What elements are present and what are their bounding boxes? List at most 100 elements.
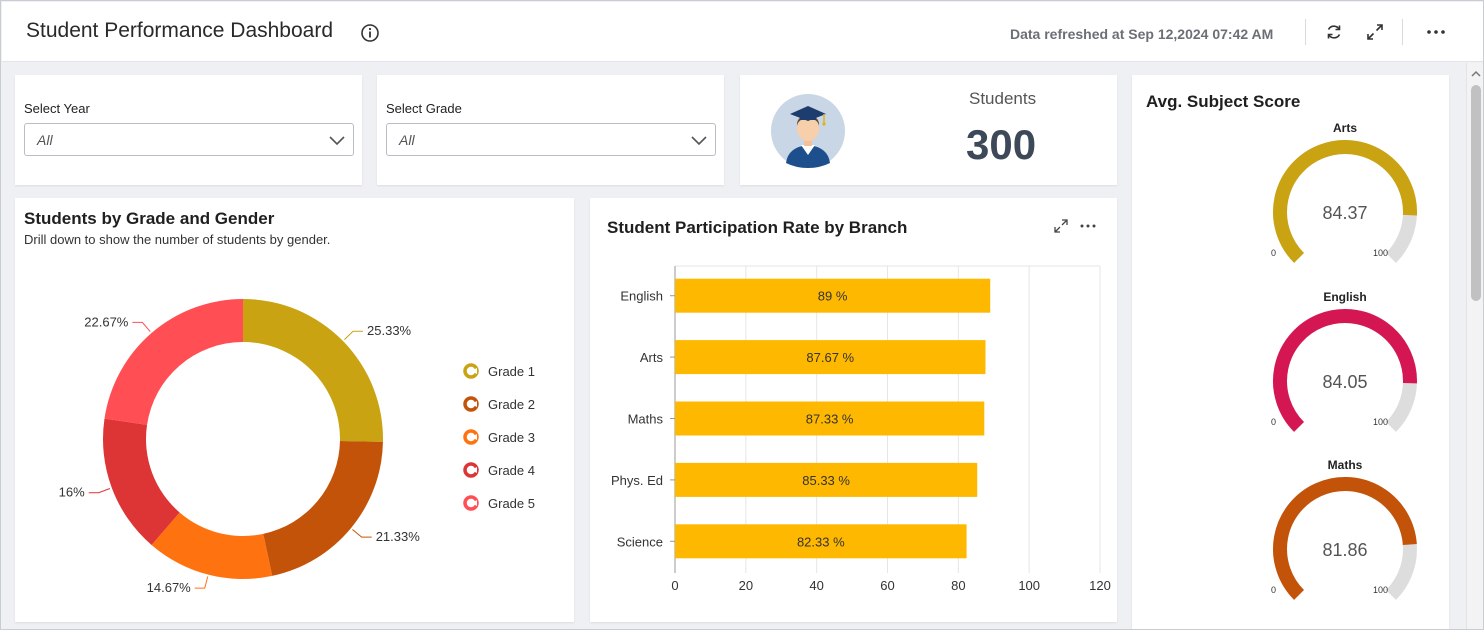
donut-chart[interactable]: 25.33% 21.33% 14.67% 16% 22.67% Grade 1 Grade … [15,198,574,622]
header-divider [1402,19,1403,45]
legend-item-grade-3[interactable]: Grade 3 [463,429,535,445]
y-tick-label: English [620,289,663,304]
gauge-max-label: 100 [1373,417,1388,427]
donut-slice-3[interactable] [151,512,273,579]
info-icon[interactable] [360,23,380,43]
bar-data-label: 89 % [818,289,848,304]
grade-filter-label: Select Grade [386,101,462,116]
legend-label: Grade 4 [488,463,535,478]
donut-slice-1[interactable] [243,299,383,442]
year-select[interactable]: All [24,123,354,156]
y-tick-label: Science [617,534,663,549]
bar-data-label: 87.33 % [806,412,854,427]
year-filter-card: Select Year All [15,75,362,185]
gauge-value-arc [1273,309,1417,432]
scroll-up-icon[interactable] [1471,69,1481,79]
gauge-value: 81.86 [1322,540,1367,560]
scroll-thumb[interactable] [1471,85,1481,301]
gauge-title: English [1323,290,1366,304]
donut-leader-line [194,576,209,589]
bar-data-label: 82.33 % [797,534,845,549]
year-select-value: All [37,132,53,148]
gauge-charts: Arts 84.37 0 100 English 84.05 0 100 Maths 81.86 0… [1271,121,1417,600]
bar-maths[interactable] [675,401,985,436]
gauge-value: 84.37 [1322,203,1367,223]
grade-gender-card: Students by Grade and Gender Drill down … [15,198,574,622]
bar-science[interactable] [675,524,967,559]
donut-data-label: 16% [59,485,85,500]
gauge-title: Maths [1328,458,1363,472]
header-bar: Student Performance Dashboard Data refre… [2,2,1483,62]
legend-item-grade-4[interactable]: Grade 4 [463,462,535,478]
chevron-down-icon [691,136,707,146]
donut-data-label: 22.67% [84,314,129,329]
bar-chart[interactable]: 0 20 40 60 80 100 120 English 89 % Arts 87.67 % Mat… [590,198,1117,622]
gauge-min-label: 0 [1271,248,1276,258]
expand-icon[interactable] [1364,21,1386,43]
participation-card: Student Participation Rate by Branch 0 20… [590,198,1117,622]
gauge-min-label: 0 [1271,585,1276,595]
donut-leader-line [88,488,111,494]
y-tick-label: Maths [628,412,664,427]
donut-slice-4[interactable] [103,418,180,545]
gauge-value-arc [1273,477,1417,600]
legend-item-grade-5[interactable]: Grade 5 [463,495,535,511]
x-tick-label: 20 [739,578,753,593]
refresh-icon[interactable] [1323,21,1345,43]
gauge-min-label: 0 [1271,417,1276,427]
header-divider [1305,19,1306,45]
year-filter-label: Select Year [24,101,90,116]
donut-leader-line [352,529,372,538]
donut-slice-2[interactable] [263,441,383,576]
more-options-icon[interactable] [1425,21,1447,43]
bar-arts[interactable] [675,340,986,375]
x-tick-label: 60 [880,578,894,593]
gauge-max-label: 100 [1373,585,1388,595]
grade-select-value: All [399,132,415,148]
more-options-icon[interactable] [1079,218,1097,234]
legend-label: Grade 1 [488,364,535,379]
x-tick-label: 100 [1018,578,1040,593]
legend-label: Grade 2 [488,397,535,412]
x-tick-label: 80 [951,578,965,593]
gauge-value: 84.05 [1322,372,1367,392]
grade-filter-card: Select Grade All [377,75,724,185]
refresh-timestamp: Data refreshed at Sep 12,2024 07:42 AM [1010,26,1274,42]
students-label: Students [969,89,1037,108]
page-scrollbar[interactable] [1466,63,1483,629]
donut-data-label: 21.33% [376,529,421,544]
donut-leader-line [132,321,151,332]
legend-item-grade-1[interactable]: Grade 1 [463,363,535,379]
legend-item-grade-2[interactable]: Grade 2 [463,396,535,412]
gauge-max-label: 100 [1373,248,1388,258]
bar-english[interactable] [675,278,991,313]
donut-leader-line [344,330,364,340]
x-tick-label: 40 [809,578,823,593]
x-tick-label: 120 [1089,578,1111,593]
gauge-card-title: Avg. Subject Score [1146,92,1301,111]
chevron-down-icon [329,136,345,146]
x-tick-label: 0 [671,578,678,593]
gauge-title: Arts [1333,121,1357,135]
donut-chart-title: Students by Grade and Gender [24,209,275,228]
expand-icon[interactable] [1053,218,1069,234]
donut-slice-5[interactable] [104,299,244,425]
legend-label: Grade 5 [488,496,535,511]
grade-select[interactable]: All [386,123,716,156]
legend-label: Grade 3 [488,430,535,445]
y-tick-label: Arts [640,350,664,365]
avg-score-card: Avg. Subject Score Arts 84.37 0 100 English 8… [1132,75,1449,629]
gauge-value-arc [1273,140,1417,263]
bar-data-label: 85.33 % [802,473,850,488]
bar-phys-ed[interactable] [675,462,978,497]
graduate-avatar-icon [771,94,845,168]
students-kpi-card: Students 300 [740,75,1117,185]
donut-chart-subtitle: Drill down to show the number of student… [24,232,331,247]
donut-data-label: 14.67% [147,580,192,595]
y-tick-label: Phys. Ed [611,473,663,488]
page-title: Student Performance Dashboard [26,19,334,42]
bar-chart-title: Student Participation Rate by Branch [607,218,908,237]
donut-data-label: 25.33% [367,323,412,338]
students-count: 300 [966,121,1037,168]
